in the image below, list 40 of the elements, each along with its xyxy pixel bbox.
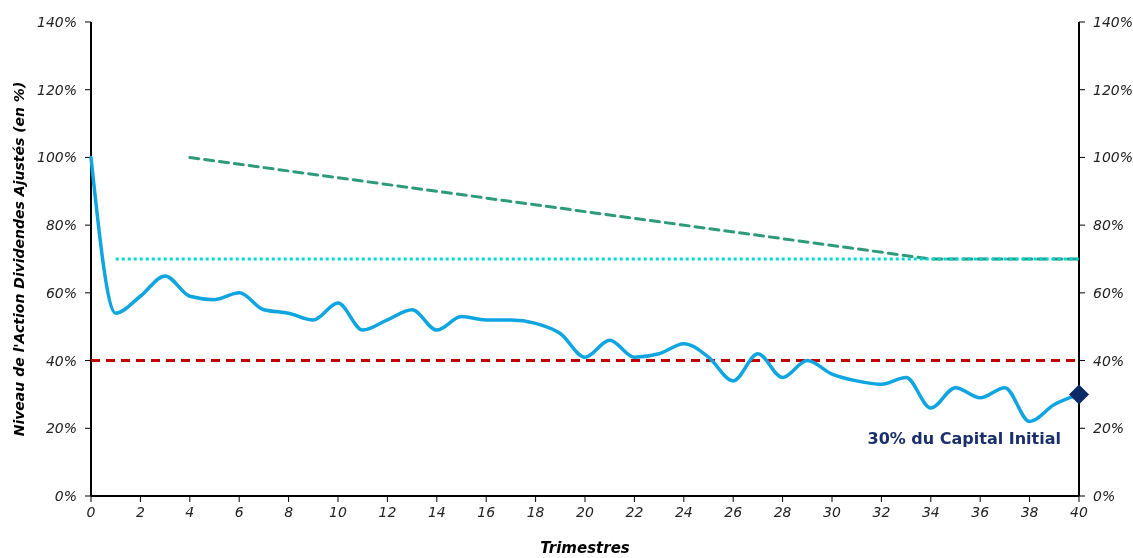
- x-tick-label: 18: [526, 504, 545, 520]
- x-tick-label: 36: [971, 504, 990, 520]
- y-tick-label: 120%: [36, 81, 77, 98]
- annotation: 30% du Capital Initial: [867, 429, 1061, 449]
- x-tick-label: 30: [823, 504, 841, 520]
- x-tick-label: 14: [427, 504, 446, 520]
- y2-tick-label: 140%: [1093, 14, 1133, 30]
- x-tick-label: 8: [284, 504, 294, 520]
- y-axis-title: Niveau de l'Action Dividendes Ajustés (en %): [11, 81, 27, 437]
- x-tick-label: 32: [872, 504, 891, 520]
- y-tick-label: 0%: [54, 488, 77, 504]
- x-axis-title: Trimestres: [540, 539, 630, 557]
- x-tick-label: 24: [674, 504, 693, 520]
- x-tick-label: 0: [86, 504, 96, 520]
- y-tick-label: 80%: [45, 217, 77, 234]
- x-tick-label: 10: [329, 504, 347, 520]
- x-tick-label: 12: [378, 504, 397, 520]
- y-tick-label: 60%: [45, 284, 77, 301]
- x-tick-label: 28: [773, 504, 792, 520]
- x-tick-label: 6: [234, 504, 244, 520]
- y2-tick-label: 120%: [1093, 81, 1133, 98]
- x-tick-label: 2: [135, 504, 145, 520]
- x-tick-label: 26: [724, 504, 743, 520]
- y2-tick-label: 100%: [1093, 149, 1133, 166]
- x-tick-label: 4: [185, 504, 195, 520]
- y-tick-label: 40%: [45, 352, 77, 369]
- x-tick-label: 40: [1070, 504, 1088, 520]
- x-tick-label: 22: [625, 504, 644, 520]
- y2-tick-label: 0%: [1093, 488, 1116, 504]
- y-tick-label: 100%: [36, 149, 77, 166]
- y-tick-label: 20%: [45, 420, 77, 437]
- y-tick-label: 140%: [36, 14, 77, 30]
- x-tick-label: 20: [576, 504, 594, 520]
- x-tick-label: 34: [921, 504, 940, 520]
- x-tick-label: 38: [1020, 504, 1039, 520]
- y2-tick-label: 80%: [1093, 217, 1125, 234]
- y2-tick-label: 60%: [1093, 284, 1125, 301]
- x-tick-label: 16: [477, 504, 496, 520]
- y2-tick-label: 40%: [1093, 352, 1125, 369]
- y2-tick-label: 20%: [1093, 420, 1125, 437]
